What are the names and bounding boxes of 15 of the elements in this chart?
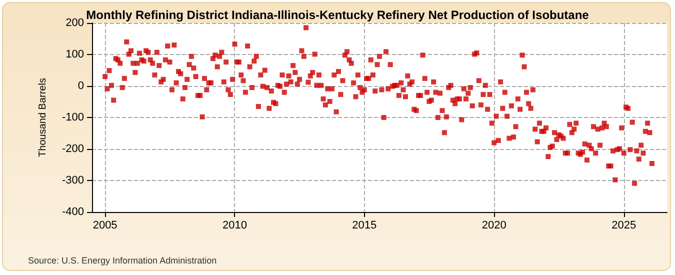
y-tick-label: -100 <box>62 112 84 124</box>
y-tick-label: 100 <box>66 48 84 60</box>
y-tick-label: -200 <box>62 143 84 155</box>
x-tick-label: 2010 <box>222 220 247 232</box>
chart-title: Monthly Refining District Indiana-Illinois-Kentucky Refinery Net Production of Isobutane <box>86 8 590 22</box>
x-tick-label: 2005 <box>92 220 118 232</box>
y-tick-label: -400 <box>62 206 84 218</box>
source-note: Source: U.S. Energy Information Administration <box>28 256 217 266</box>
y-axis-title: Thousand Barrels <box>38 78 48 157</box>
x-tick-label: 2020 <box>482 220 506 232</box>
y-tick-label: 200 <box>66 17 84 29</box>
y-tick-label: 0 <box>78 80 84 92</box>
x-tick-label: 2015 <box>352 220 377 232</box>
y-tick-label: -300 <box>62 174 84 186</box>
x-tick-label: 2025 <box>612 220 636 232</box>
